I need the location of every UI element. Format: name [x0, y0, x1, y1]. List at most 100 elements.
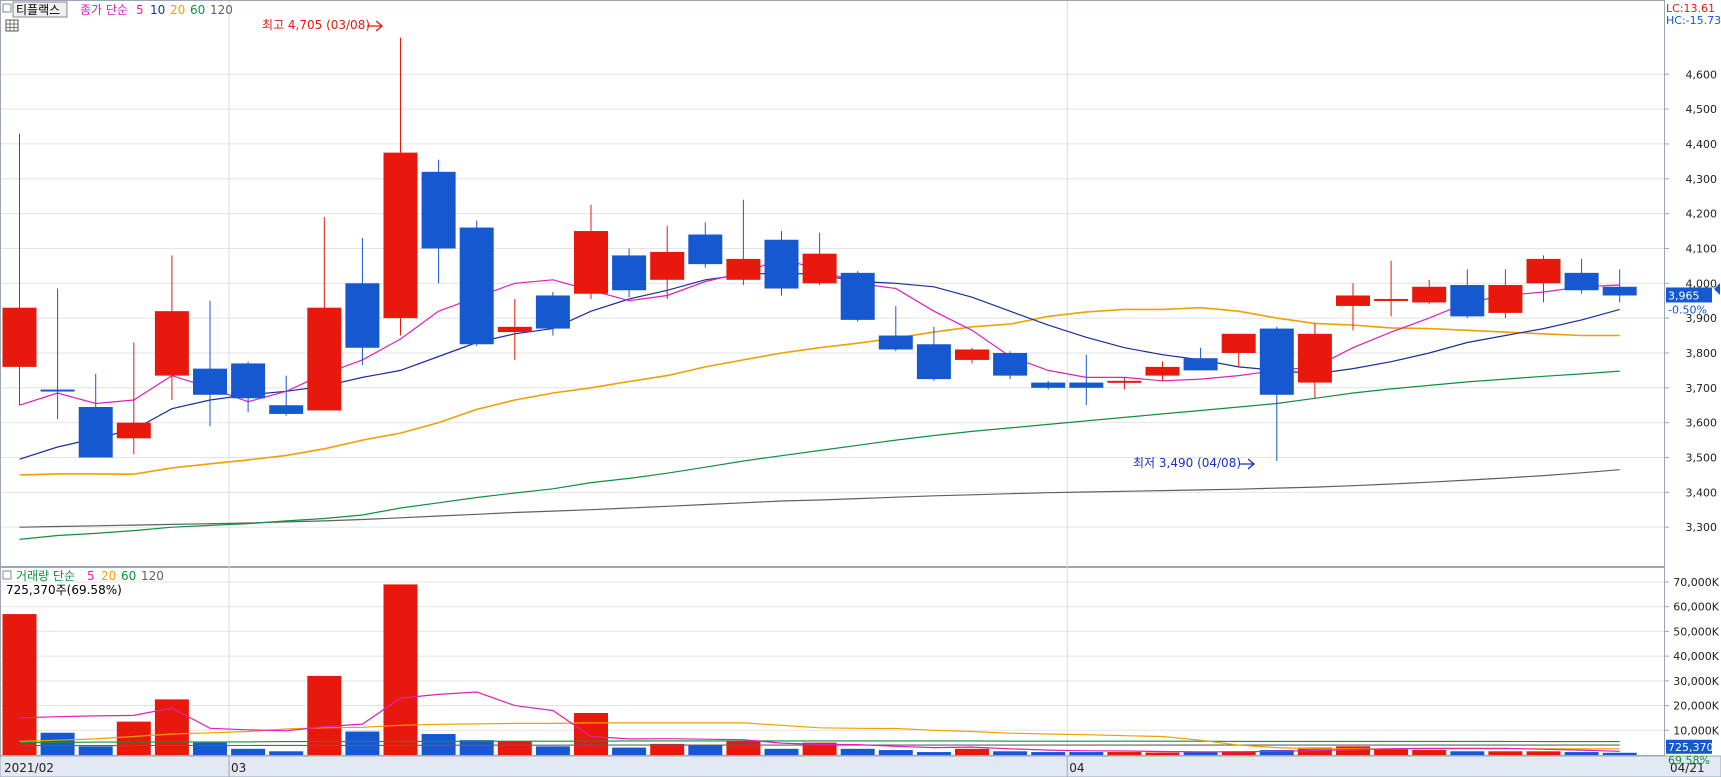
volume-bar	[116, 721, 151, 755]
volume-collapse-icon[interactable]	[2, 570, 12, 580]
volume-tick-label: 10,000K	[1673, 724, 1719, 737]
volume-bar	[1450, 751, 1485, 755]
price-tick-label: 4,200	[1686, 208, 1718, 221]
volume-bar	[307, 675, 342, 755]
price-tick-label: 3,400	[1686, 486, 1718, 499]
candle-body	[497, 326, 532, 333]
candle-body	[1602, 286, 1637, 296]
candle-body	[1450, 285, 1485, 317]
volume-bar	[193, 742, 227, 755]
volume-bar	[459, 740, 494, 755]
vlegend-120: 120	[141, 569, 164, 583]
candle-body	[1069, 382, 1104, 388]
candle-body	[612, 255, 647, 291]
last-volume-pct-label: 69.58%	[1668, 754, 1710, 767]
volume-ma-label: 거래량 단순	[16, 569, 75, 583]
volume-tick-label: 70,000K	[1673, 576, 1719, 589]
volume-legend: 거래량 단순 5 20 60 120 725,370주(69.58%)	[2, 569, 164, 597]
candle-body	[307, 307, 342, 411]
volume-bar	[497, 741, 532, 755]
candle-body	[459, 227, 494, 345]
time-axis-bar	[0, 755, 1721, 777]
volume-bar	[688, 745, 723, 755]
volume-bar	[1297, 747, 1332, 755]
grid-lines	[1, 1, 1664, 756]
volume-bar	[993, 751, 1028, 755]
stock-name-box[interactable]	[12, 1, 68, 18]
volume-moving-averages	[19, 691, 1620, 753]
volume-bar	[1183, 752, 1218, 755]
table-grid-icon[interactable]	[5, 19, 19, 32]
candle-body	[231, 363, 266, 399]
volume-tick-label: 60,000K	[1673, 601, 1719, 614]
candle-body	[78, 406, 113, 458]
candle-body	[1336, 295, 1370, 306]
time-label: 04	[1069, 761, 1084, 775]
volume-bar	[878, 750, 913, 755]
time-label: 2021/02	[4, 761, 54, 775]
vma60-line	[19, 740, 1620, 744]
legend-ma10: 10	[150, 3, 165, 17]
stock-name: 티플랙스	[16, 3, 60, 17]
high-label: 최고 4,705 (03/08)	[262, 18, 370, 32]
volume-tick-label: 30,000K	[1673, 675, 1719, 688]
collapse-box-icon[interactable]	[2, 3, 12, 13]
volume-bar	[421, 733, 456, 755]
volume-tick-label: 50,000K	[1673, 625, 1719, 638]
volume-bar	[1221, 751, 1256, 755]
volume-bar	[726, 741, 761, 755]
legend-ma120: 120	[210, 3, 233, 17]
volume-bar	[1259, 750, 1294, 755]
volume-panel[interactable]	[0, 567, 1665, 756]
candle-body	[1564, 272, 1599, 291]
volume-bar	[612, 747, 647, 755]
last-volume-label: 725,370	[1668, 741, 1714, 754]
volume-bar	[802, 742, 837, 755]
candle-body	[383, 152, 418, 319]
last-price-label: 3,965	[1668, 289, 1700, 302]
volume-bar	[1412, 750, 1447, 755]
legend-ma60: 60	[190, 3, 205, 17]
candle-body	[1488, 285, 1523, 313]
volume-bars	[2, 584, 1637, 755]
candle-body	[650, 251, 685, 280]
candle-body	[688, 234, 723, 265]
volume-readout: 725,370주(69.58%)	[6, 583, 122, 597]
scroll-handle-icon[interactable]	[1714, 283, 1720, 295]
candle-body	[764, 239, 799, 289]
price-tick-label: 3,900	[1686, 312, 1718, 325]
volume-bar	[40, 732, 75, 755]
candle-body	[1031, 382, 1066, 388]
candle-body	[802, 253, 837, 284]
ma60-line	[19, 370, 1620, 540]
candle-body	[1221, 333, 1256, 353]
volume-bar	[383, 584, 418, 755]
vma120-line	[19, 744, 1620, 747]
candle-body	[116, 422, 151, 439]
candle-body	[421, 171, 456, 249]
last-price-marker	[1666, 287, 1712, 303]
volume-bar	[650, 743, 685, 755]
volume-bar	[535, 746, 570, 755]
volume-bar	[1336, 746, 1370, 755]
volume-bar	[1374, 748, 1409, 755]
price-ma-label: 종가 단순	[80, 3, 128, 17]
vma20-line	[19, 722, 1620, 750]
axis-labels: 3,300 3,400 3,500 3,600 3,700 3,800 3,900 4,000…	[4, 68, 1720, 777]
high-arrow-icon	[367, 20, 384, 32]
vlegend-5: 5	[87, 569, 95, 583]
volume-tick-label: 20,000K	[1673, 700, 1719, 713]
candle-body	[1107, 380, 1142, 383]
high-annotation: 최고 4,705 (03/08)	[262, 18, 384, 32]
volume-bar	[955, 748, 989, 755]
volume-tick-label: 40,000K	[1673, 650, 1719, 663]
last-volume-marker	[1666, 739, 1712, 754]
hc-label: HC:-15.73	[1666, 14, 1721, 27]
volume-bar	[78, 746, 113, 755]
volume-bar	[1145, 752, 1180, 755]
ma120-line	[19, 469, 1620, 528]
candle-body	[878, 335, 913, 350]
volume-bar	[2, 614, 37, 755]
candle-body	[269, 405, 304, 414]
